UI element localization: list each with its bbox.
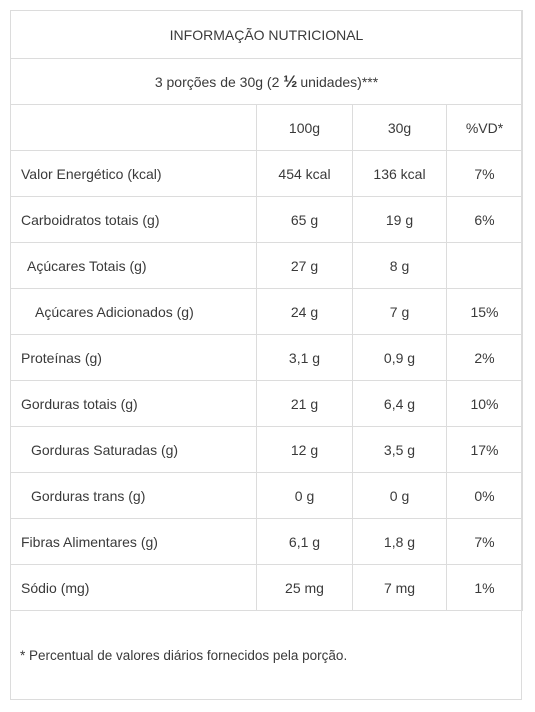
table-row: Fibras Alimentares (g) 6,1 g 1,8 g 7% [10,518,523,565]
row-label: Gorduras Saturadas (g) [10,426,257,473]
row-label: Carboidratos totais (g) [10,196,257,243]
table-row: Açúcares Adicionados (g) 24 g 7 g 15% [10,288,523,335]
portion-row: 3 porções de 30g (2 ½ unidades)*** [10,58,523,105]
portion-prefix: 3 porções de 30g (2 [154,73,284,90]
row-label: Açúcares Adicionados (g) [10,288,257,335]
row-value-vd: 6% [446,196,523,243]
table-row: Açúcares Totais (g) 27 g 8 g [10,242,523,289]
row-value-100g: 454 kcal [256,150,353,197]
table-row: Proteínas (g) 3,1 g 0,9 g 2% [10,334,523,381]
header-row: 100g 30g %VD* [10,104,523,151]
row-value-vd: 15% [446,288,523,335]
row-value-100g: 6,1 g [256,518,353,565]
row-value-30g: 0,9 g [352,334,447,381]
row-value-100g: 0 g [256,472,353,519]
table-row: Gorduras totais (g) 21 g 6,4 g 10% [10,380,523,427]
footnote: * Percentual de valores diários fornecid… [20,648,348,663]
row-label: Valor Energético (kcal) [10,150,257,197]
row-value-30g: 0 g [352,472,447,519]
row-value-vd: 7% [446,150,523,197]
row-value-30g: 1,8 g [352,518,447,565]
row-value-100g: 65 g [256,196,353,243]
row-value-30g: 3,5 g [352,426,447,473]
portion-suffix: unidades)*** [296,73,379,90]
table-row: Gorduras trans (g) 0 g 0 g 0% [10,472,523,519]
row-value-30g: 6,4 g [352,380,447,427]
row-value-vd [446,242,523,289]
row-value-vd: 2% [446,334,523,381]
header-nutrient [10,104,257,151]
row-label: Fibras Alimentares (g) [10,518,257,565]
row-value-100g: 12 g [256,426,353,473]
table-title: INFORMAÇÃO NUTRICIONAL [10,10,523,59]
row-value-100g: 3,1 g [256,334,353,381]
table-title-row: INFORMAÇÃO NUTRICIONAL [10,10,523,59]
row-value-100g: 27 g [256,242,353,289]
row-value-100g: 21 g [256,380,353,427]
row-value-30g: 7 mg [352,564,447,611]
portion-fraction: ½ [283,71,297,91]
table-row: Sódio (mg) 25 mg 7 mg 1% [10,564,523,611]
row-value-vd: 0% [446,472,523,519]
row-value-100g: 24 g [256,288,353,335]
row-value-100g: 25 mg [256,564,353,611]
row-value-vd: 7% [446,518,523,565]
table-row: Valor Energético (kcal) 454 kcal 136 kca… [10,150,523,197]
row-label: Açúcares Totais (g) [10,242,257,289]
row-label: Sódio (mg) [10,564,257,611]
row-label: Gorduras totais (g) [10,380,257,427]
row-value-30g: 19 g [352,196,447,243]
header-100g: 100g [256,104,353,151]
row-label: Proteínas (g) [10,334,257,381]
row-value-vd: 17% [446,426,523,473]
row-value-30g: 7 g [352,288,447,335]
row-label: Gorduras trans (g) [10,472,257,519]
portion-text: 3 porções de 30g (2 ½ unidades)*** [10,58,523,105]
row-value-30g: 136 kcal [352,150,447,197]
row-value-30g: 8 g [352,242,447,289]
table-row: Carboidratos totais (g) 65 g 19 g 6% [10,196,523,243]
row-value-vd: 1% [446,564,523,611]
table-row: Gorduras Saturadas (g) 12 g 3,5 g 17% [10,426,523,473]
header-vd: %VD* [446,104,523,151]
header-30g: 30g [352,104,447,151]
nutrition-table: INFORMAÇÃO NUTRICIONAL 3 porções de 30g … [10,10,523,611]
row-value-vd: 10% [446,380,523,427]
